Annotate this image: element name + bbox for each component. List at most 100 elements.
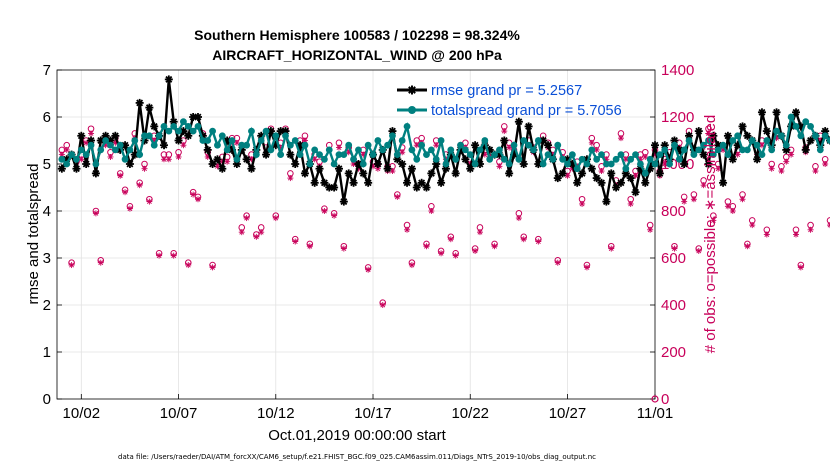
x-tick-label: 10/12: [257, 405, 295, 422]
totalspread-point: [136, 151, 144, 159]
totalspread-point: [617, 151, 625, 159]
totalspread-point: [685, 137, 693, 144]
rmse-point: [704, 160, 713, 168]
x-tick-label: 10/07: [160, 405, 198, 422]
totalspread-point: [568, 151, 576, 159]
obs-assimilated-point: [117, 172, 124, 179]
obs-assimilated-point: [729, 208, 736, 214]
obs-assimilated-point: [617, 135, 624, 142]
rmse-point: [193, 113, 202, 121]
rmse-point: [359, 169, 368, 178]
totalspread-point: [593, 155, 601, 163]
rmse-point: [203, 145, 212, 154]
obs-assimilated-point: [126, 205, 133, 212]
totalspread-point: [641, 170, 649, 177]
rmse-point: [364, 178, 373, 187]
totalspread-point: [564, 160, 571, 168]
totalspread-point: [389, 132, 396, 140]
totalspread-point: [282, 132, 289, 140]
totalspread-point: [257, 137, 265, 144]
obs-assimilated-point: [209, 264, 216, 271]
rmse-point: [519, 160, 528, 168]
obs-assimilated-point: [778, 168, 785, 175]
data-file-footnote: data file: /Users/raeder/DAI/ATM_forcXX/…: [118, 453, 596, 461]
totalspread-point: [753, 141, 761, 149]
totalspread-point: [442, 160, 450, 168]
obs-assimilated-point: [501, 128, 508, 135]
totalspread-point: [461, 146, 469, 154]
rmse-point: [125, 160, 134, 168]
rmse-point: [806, 136, 815, 145]
rmse-point: [184, 131, 193, 140]
obs-assimilated-point: [792, 231, 799, 238]
rmse-point: [330, 183, 339, 192]
rmse-point: [315, 164, 324, 173]
line-series: [57, 75, 830, 206]
x-tick-label: 10/17: [354, 405, 392, 422]
totalspread-point: [812, 132, 819, 140]
rmse-point: [354, 160, 363, 168]
totalspread-point: [690, 151, 698, 159]
rmse-point: [602, 197, 611, 206]
totalspread-point: [671, 141, 678, 149]
totalspread-point: [510, 141, 518, 149]
totalspread-point: [481, 137, 489, 144]
totalspread-point: [116, 141, 124, 149]
obs-assimilated-point: [627, 200, 634, 207]
obs-assimilated-point: [272, 215, 279, 222]
totalspread-point: [73, 155, 80, 163]
obs-assimilated-point: [535, 238, 542, 245]
rmse-point: [72, 164, 81, 173]
totalspread-point: [787, 113, 795, 121]
totalspread-point: [369, 151, 377, 159]
chart-title-line1: Southern Hemisphere 100583 / 102298 = 98…: [194, 27, 520, 43]
totalspread-point: [131, 137, 139, 144]
obs-assimilated-point: [156, 252, 163, 259]
totalspread-point: [170, 123, 178, 130]
obs-assimilated-point: [107, 153, 114, 160]
obs-assimilated-point: [724, 203, 731, 210]
totalspread-point: [350, 155, 357, 163]
rmse-point: [398, 160, 407, 168]
legend-spread-marker: [408, 106, 416, 114]
totalspread-point: [491, 151, 498, 159]
totalspread-point: [374, 137, 382, 144]
rmse-point: [587, 164, 596, 173]
y-right-tick-label: 400: [661, 297, 686, 314]
obs-assimilated-point: [335, 144, 342, 151]
rmse-point: [247, 164, 256, 173]
rmse-point: [159, 141, 168, 150]
totalspread-point: [734, 132, 742, 140]
totalspread-point: [534, 137, 542, 144]
obs-assimilated-point: [744, 243, 751, 250]
totalspread-point: [92, 160, 100, 168]
rmse-point: [578, 169, 587, 178]
rmse-point: [651, 141, 659, 150]
totalspread-point: [311, 146, 319, 154]
rmse-point: [373, 160, 382, 168]
rmse-point: [461, 155, 470, 164]
rmse-point: [709, 131, 718, 140]
obs-assimilated-point: [408, 262, 415, 269]
totalspread-point: [729, 137, 737, 144]
rmse-point: [286, 150, 295, 159]
obs-assimilated-point: [404, 226, 411, 233]
rmse-point: [801, 145, 810, 154]
obs-assimilated-point: [141, 165, 148, 172]
totalspread-point: [739, 146, 746, 154]
totalspread-point: [345, 141, 353, 149]
totalspread-point: [500, 155, 508, 163]
obs-assimilated-point: [88, 130, 95, 137]
totalspread-point: [714, 146, 722, 154]
rmse-point: [524, 122, 533, 131]
totalspread-point: [807, 123, 814, 130]
obs-assimilated-point: [588, 139, 595, 146]
totalspread-point: [63, 160, 71, 168]
totalspread-point: [359, 160, 367, 168]
totalspread-point: [554, 141, 562, 149]
obs-assimilated-point: [92, 210, 99, 217]
totalspread-point: [471, 160, 479, 168]
y-right-tick-label: 800: [661, 203, 686, 220]
totalspread-point: [821, 132, 829, 140]
